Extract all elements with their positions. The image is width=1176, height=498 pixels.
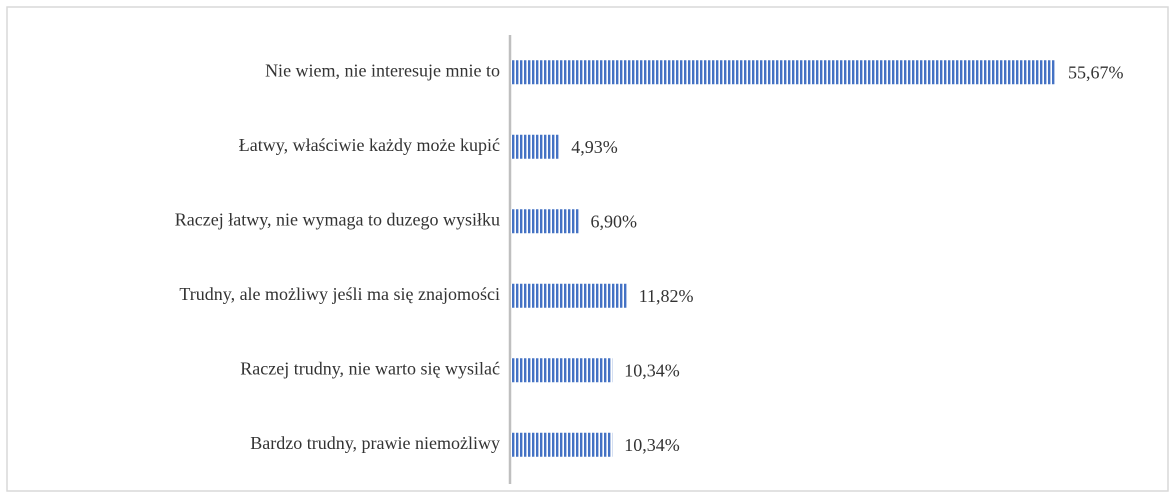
value-label: 4,93%	[571, 137, 618, 157]
category-label: Trudny, ale możliwy jeśli ma się znajomo…	[179, 284, 500, 304]
bar	[511, 134, 560, 159]
bar	[511, 60, 1056, 85]
category-label: Łatwy, właściwie każdy może kupić	[239, 135, 500, 155]
category-label: Nie wiem, nie interesuje mnie to	[265, 60, 500, 80]
bar	[511, 432, 613, 457]
bar	[511, 209, 579, 234]
bar	[511, 283, 627, 308]
value-label: 55,67%	[1068, 62, 1124, 82]
value-label: 11,82%	[639, 286, 694, 306]
bar	[511, 358, 613, 383]
value-label: 6,90%	[591, 211, 638, 231]
category-label: Raczej łatwy, nie wymaga to duzego wysił…	[175, 209, 500, 229]
category-label: Bardzo trudny, prawie niemożliwy	[250, 433, 500, 453]
category-label: Raczej trudny, nie warto się wysilać	[240, 358, 500, 378]
chart-border	[6, 6, 1169, 492]
value-label: 10,34%	[624, 360, 680, 380]
value-label: 10,34%	[624, 435, 680, 455]
